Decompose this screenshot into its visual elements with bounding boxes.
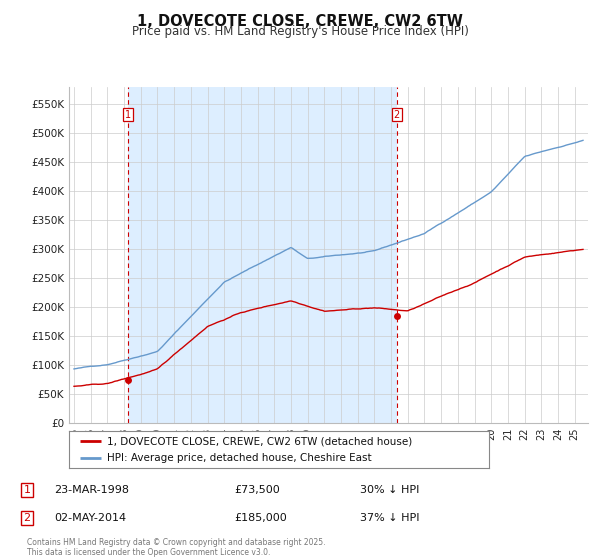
Text: 1, DOVECOTE CLOSE, CREWE, CW2 6TW (detached house): 1, DOVECOTE CLOSE, CREWE, CW2 6TW (detac…: [107, 436, 412, 446]
Text: 2: 2: [23, 513, 31, 523]
Text: 23-MAR-1998: 23-MAR-1998: [54, 485, 129, 495]
Bar: [128, 87, 397, 423]
Text: HPI: Average price, detached house, Cheshire East: HPI: Average price, detached house, Ches…: [107, 453, 371, 463]
Text: 37% ↓ HPI: 37% ↓ HPI: [360, 513, 419, 523]
Text: £73,500: £73,500: [234, 485, 280, 495]
Text: 1, DOVECOTE CLOSE, CREWE, CW2 6TW: 1, DOVECOTE CLOSE, CREWE, CW2 6TW: [137, 14, 463, 29]
Text: 1: 1: [23, 485, 31, 495]
Text: 1: 1: [125, 110, 131, 120]
Text: Price paid vs. HM Land Registry's House Price Index (HPI): Price paid vs. HM Land Registry's House …: [131, 25, 469, 38]
Text: £185,000: £185,000: [234, 513, 287, 523]
Text: 2: 2: [394, 110, 400, 120]
Text: 30% ↓ HPI: 30% ↓ HPI: [360, 485, 419, 495]
Text: 02-MAY-2014: 02-MAY-2014: [54, 513, 126, 523]
Text: Contains HM Land Registry data © Crown copyright and database right 2025.
This d: Contains HM Land Registry data © Crown c…: [27, 538, 325, 557]
